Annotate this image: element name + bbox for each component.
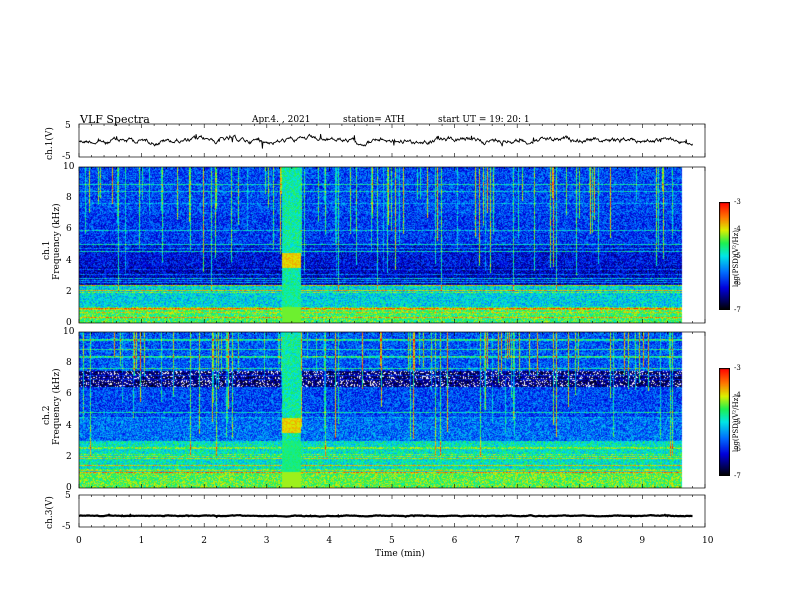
spec2-tick-2: 2 — [66, 452, 72, 462]
spec2-tick-8: 8 — [66, 358, 72, 368]
colorbar-2-label: log(PSD)(V²/Hz) — [732, 395, 740, 452]
colorbar-1 — [719, 202, 730, 310]
spec2-tick-10: 10 — [63, 327, 75, 337]
ch1-spec-ylabel-1: ch.1 — [42, 240, 52, 260]
ch3-tick-top: 5 — [65, 491, 71, 501]
spec1-tick-8: 8 — [66, 193, 72, 203]
spec1-tick-6: 6 — [66, 224, 72, 234]
colorbar-1-label: log(PSD)(V²/Hz) — [732, 230, 740, 287]
x-tick-label: 0 — [76, 536, 82, 546]
ch1-spectrogram — [79, 167, 693, 323]
panel-frame — [78, 494, 706, 528]
x-tick-label: 4 — [326, 536, 333, 546]
spec1-tick-10: 10 — [63, 162, 75, 172]
ch3-tick-bottom: -5 — [62, 522, 71, 532]
colorbar-tick: -4 — [734, 225, 741, 233]
ch3-waveform — [79, 513, 693, 519]
colorbar-tick: -4 — [734, 391, 741, 399]
panel-frame — [78, 166, 706, 324]
ch2-spectrogram — [79, 332, 693, 488]
ch2-spec-ylabel-1: ch.2 — [42, 405, 52, 425]
x-tick-label: 2 — [201, 536, 207, 546]
panel-frame — [78, 331, 706, 489]
x-tick-label: 9 — [639, 536, 646, 546]
colorbar-tick: -6 — [734, 279, 741, 287]
station-label: station= ATH — [343, 115, 405, 125]
x-tick-label: 10 — [702, 536, 714, 546]
x-tick-label: 7 — [514, 536, 520, 546]
colorbar-tick: -5 — [734, 418, 741, 426]
ch3-time-ylabel: ch.3(V) — [45, 496, 55, 529]
colorbar-tick: -7 — [734, 306, 741, 314]
x-tick-label: 5 — [389, 536, 395, 546]
spec1-tick-4: 4 — [66, 256, 72, 266]
colorbar-tick: -3 — [734, 364, 741, 372]
colorbar-tick: -7 — [734, 472, 741, 480]
ch1-spec-ylabel-2: Frequency (kHz) — [52, 203, 62, 280]
date-label: Apr.4. , 2021 — [252, 115, 311, 125]
colorbar-tick: -3 — [734, 198, 741, 206]
spec2-tick-4: 4 — [66, 421, 72, 431]
ch1-tick-bottom: -5 — [62, 152, 71, 162]
ch1-time-ylabel: ch.1(V) — [45, 127, 55, 160]
ch1-waveform — [78, 133, 693, 149]
x-tick-label: 1 — [138, 536, 145, 546]
x-tick-label: 3 — [263, 536, 270, 546]
ch1-tick-top: 5 — [65, 121, 71, 131]
colorbar-tick: -6 — [734, 445, 741, 453]
chart-title: VLF Spectra — [80, 113, 150, 126]
spec1-tick-2: 2 — [66, 287, 72, 297]
spec2-tick-6: 6 — [66, 389, 72, 399]
spec2-tick-0: 0 — [66, 483, 72, 493]
ch2-spec-ylabel-2: Frequency (kHz) — [52, 368, 62, 445]
x-axis-label: Time (min) — [375, 549, 425, 559]
spec1-tick-0: 0 — [66, 318, 72, 328]
x-tick-label: 6 — [451, 536, 458, 546]
colorbar-2 — [719, 368, 730, 476]
colorbar-tick: -5 — [734, 252, 741, 260]
start-ut-label: start UT = 19: 20: 1 — [438, 115, 530, 125]
x-tick-label: 8 — [576, 536, 583, 546]
